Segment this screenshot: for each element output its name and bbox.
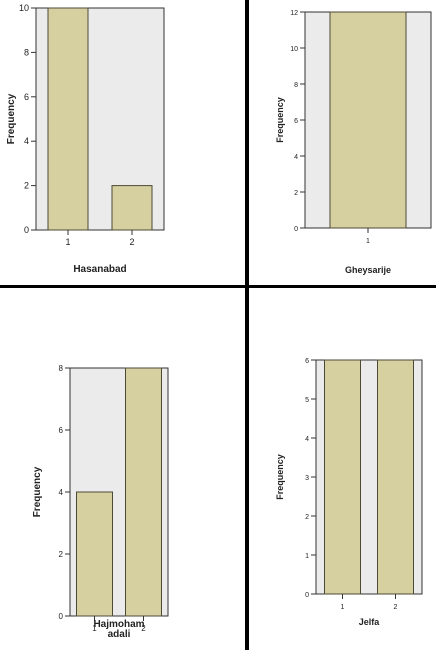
y-tick-label: 8 bbox=[59, 364, 64, 373]
y-axis-label: Frequency bbox=[275, 97, 285, 143]
y-tick-label: 2 bbox=[294, 190, 298, 197]
x-axis-label: Hajmoham adali bbox=[93, 619, 144, 640]
y-tick-label: 3 bbox=[305, 475, 309, 482]
x-tick-label: 1 bbox=[341, 604, 345, 611]
y-tick-label: 10 bbox=[290, 46, 298, 53]
x-axis-label: Jelfa bbox=[359, 617, 381, 627]
y-tick-label: 5 bbox=[305, 397, 309, 404]
y-tick-label: 8 bbox=[24, 47, 29, 57]
bar-2 bbox=[377, 359, 414, 595]
bar-2 bbox=[125, 367, 162, 617]
y-tick-label: 6 bbox=[294, 118, 298, 125]
bar-1 bbox=[324, 359, 361, 595]
chart-panel-jelfa: 0 1 2 3 4 5 6 1 2 Jelfa Frequency bbox=[249, 288, 436, 650]
y-axis-label: Frequency bbox=[6, 93, 17, 144]
x-axis-label: Hasanabad bbox=[73, 264, 126, 275]
x-tick-label: 1 bbox=[366, 238, 370, 245]
y-tick-label: 0 bbox=[305, 592, 309, 599]
y-tick-label: 0 bbox=[294, 226, 298, 233]
y-tick-label: 6 bbox=[305, 358, 309, 365]
y-tick-label: 2 bbox=[305, 514, 309, 521]
chart-panel-hajmohamadali: 0 2 4 6 8 1 2 Hajmoham adali Frequency bbox=[0, 288, 245, 650]
y-tick-label: 10 bbox=[19, 3, 29, 13]
x-axis-label: Gheysarije bbox=[345, 265, 391, 275]
y-tick-label: 2 bbox=[24, 181, 29, 191]
x-tick-label: 2 bbox=[129, 237, 134, 247]
y-axis-label: Frequency bbox=[275, 454, 285, 500]
y-tick-label: 4 bbox=[59, 488, 64, 497]
y-tick-label: 4 bbox=[24, 136, 29, 146]
chart-jelfa: 0 1 2 3 4 5 6 1 2 Jelfa Frequency bbox=[275, 358, 423, 627]
horizontal-divider bbox=[0, 285, 436, 288]
chart-gheysarije: 0 2 4 6 8 10 12 1 Gheysarije Frequency bbox=[275, 10, 432, 275]
y-tick-label: 12 bbox=[290, 10, 298, 17]
bar-2 bbox=[111, 185, 153, 231]
y-tick-label: 6 bbox=[24, 92, 29, 102]
y-tick-label: 1 bbox=[305, 553, 309, 560]
x-tick-label: 1 bbox=[65, 237, 70, 247]
x-tick-label: 1 bbox=[92, 624, 97, 633]
x-tick-label: 2 bbox=[394, 604, 398, 611]
y-tick-label: 0 bbox=[24, 225, 29, 235]
bar-1 bbox=[47, 7, 89, 231]
y-tick-label: 2 bbox=[59, 550, 64, 559]
y-axis-label: Frequency bbox=[32, 466, 43, 517]
y-tick-label: 6 bbox=[59, 426, 64, 435]
x-tick-label: 2 bbox=[141, 624, 146, 633]
y-tick-label: 8 bbox=[294, 82, 298, 89]
y-tick-label: 0 bbox=[59, 612, 64, 621]
bar-1 bbox=[329, 11, 407, 229]
chart-panel-gheysarije: 0 2 4 6 8 10 12 1 Gheysarije Frequency bbox=[249, 0, 436, 285]
bar-1 bbox=[76, 491, 113, 617]
vertical-divider bbox=[245, 0, 249, 650]
chart-panel-hasanabad: 0 2 4 6 8 10 1 2 Hasanabad Frequency bbox=[0, 0, 245, 285]
y-tick-label: 4 bbox=[294, 154, 298, 161]
y-tick-label: 4 bbox=[305, 436, 309, 443]
